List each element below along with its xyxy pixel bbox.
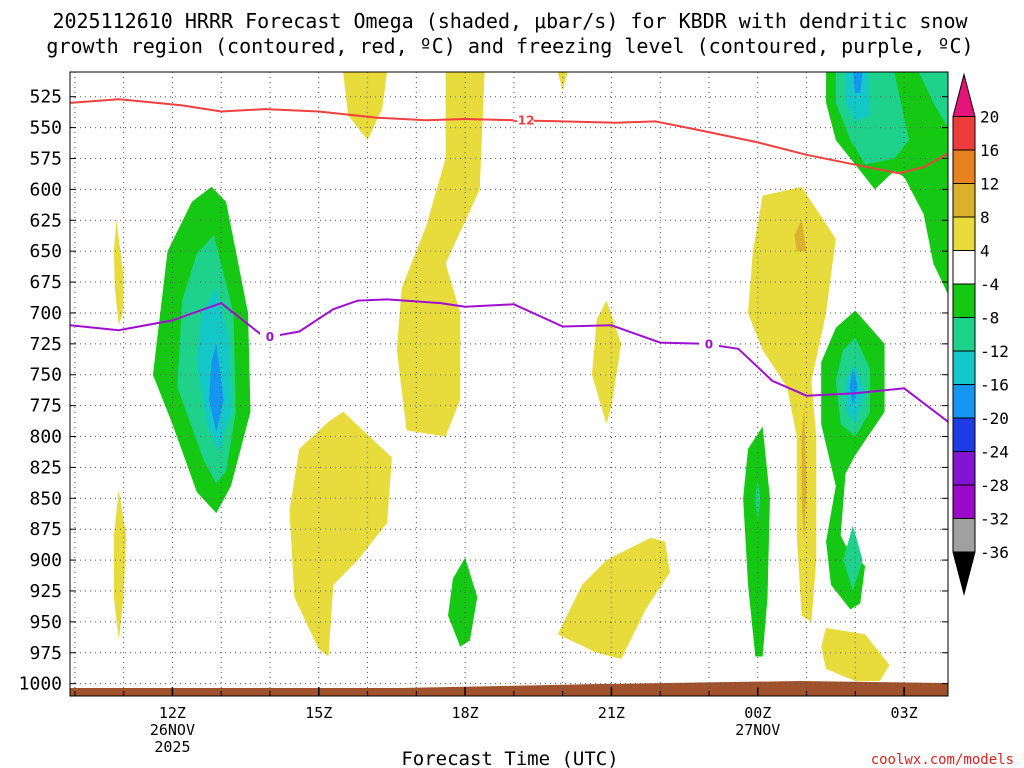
x-tick-label: 18Z <box>452 704 479 722</box>
colorbar-bin <box>952 250 976 285</box>
y-tick-label: 625 <box>29 210 62 231</box>
omega-region-13 <box>748 186 836 622</box>
omega-region-7 <box>343 72 388 140</box>
freezing-level-label-bg <box>698 337 719 352</box>
contours: -12 0 0 <box>69 98 949 423</box>
y-tick-label: 675 <box>29 272 62 293</box>
omega-region-12 <box>557 537 670 659</box>
x-tick-label: 2025 <box>154 738 190 756</box>
dgz-contour-line <box>69 98 949 175</box>
colorbar-label: -24 <box>980 443 1009 462</box>
colorbar-label: -8 <box>980 309 999 328</box>
y-tick-label: 525 <box>29 87 62 108</box>
plot-frame <box>69 71 949 697</box>
colorbar-bin <box>952 317 976 352</box>
x-tick-label: 27NOV <box>735 721 780 739</box>
colorbar: 20 16 12 8 4 -4 -8 -12 -16 -20 -24 -28 -32 -36 <box>952 72 1009 596</box>
colorbar-label: -16 <box>980 376 1009 395</box>
y-tick-label: 775 <box>29 396 62 417</box>
omega-region-14 <box>794 220 807 252</box>
colorbar-label: -12 <box>980 342 1009 361</box>
colorbar-bin <box>952 484 976 519</box>
colorbar-label: -20 <box>980 409 1009 428</box>
y-tick-label: 1000 <box>19 674 62 695</box>
colorbar-bin <box>952 183 976 218</box>
colorbar-label: -32 <box>980 510 1009 529</box>
colorbar-label: 4 <box>980 242 990 261</box>
omega-region-21 <box>849 368 858 406</box>
colorbar-label: 8 <box>980 208 990 227</box>
omega-region-15 <box>801 405 807 542</box>
colorbar-label: 20 <box>980 108 999 127</box>
colorbar-bin <box>952 518 976 553</box>
credit-text: coolwx.com/models <box>871 752 1014 768</box>
x-tick-label: 12Z <box>159 704 186 722</box>
colorbar-label: 16 <box>980 141 999 160</box>
freezing-level-label: 0 <box>266 330 274 344</box>
ground-surface <box>70 681 948 696</box>
freezing-level-line <box>69 298 949 423</box>
dgz-contour-label: -12 <box>513 113 535 127</box>
y-tick-label: 575 <box>29 148 62 169</box>
omega-region-1 <box>113 489 127 641</box>
y-tick-label: 800 <box>29 427 62 448</box>
omega-region-6 <box>289 411 392 657</box>
colorbar-label: -4 <box>980 275 999 294</box>
grid <box>70 72 948 696</box>
y-tick-label: 550 <box>29 118 62 139</box>
x-tick-label: 00Z <box>744 704 771 722</box>
colorbar-under-triangle <box>952 551 976 596</box>
y-tick-label: 925 <box>29 581 62 602</box>
x-tick-label: 15Z <box>305 704 332 722</box>
colorbar-label: -36 <box>980 543 1009 562</box>
colorbar-bin <box>952 451 976 486</box>
omega-region-16 <box>743 426 770 657</box>
y-tick-label: 750 <box>29 365 62 386</box>
omega-region-10 <box>448 557 478 647</box>
chart-title-line-1: 2025112610 HRRR Forecast Omega (shaded, … <box>52 9 968 33</box>
omega-region-9 <box>557 72 568 91</box>
y-tick-label: 875 <box>29 519 62 540</box>
colorbar-bin <box>952 384 976 419</box>
x-tick-label: 03Z <box>891 704 918 722</box>
colorbar-bin <box>952 417 976 452</box>
y-tick-label: 950 <box>29 612 62 633</box>
y-tick-label: 900 <box>29 550 62 571</box>
omega-region-8 <box>396 72 485 437</box>
colorbar-over-triangle <box>952 72 976 117</box>
omega-region-28 <box>918 72 948 128</box>
colorbar-bin <box>952 216 976 251</box>
x-tick-label: 21Z <box>598 704 625 722</box>
colorbar-bin <box>952 149 976 184</box>
colorbar-label: 12 <box>980 175 999 194</box>
omega-region-0 <box>113 220 124 326</box>
omega-region-5 <box>209 343 224 433</box>
omega-region-26 <box>845 72 870 122</box>
y-tick-label: 725 <box>29 334 62 355</box>
y-axis: 525 550 575 600 625 650 675 700 725 750 775 800 825 8… <box>19 87 948 695</box>
freezing-level-label-bg <box>259 329 280 344</box>
y-tick-label: 600 <box>29 179 62 200</box>
y-tick-label: 650 <box>29 241 62 262</box>
chart-title-line-2: growth region (contoured, red, ºC) and f… <box>46 34 973 58</box>
omega-region-22 <box>843 525 863 591</box>
y-tick-label: 825 <box>29 457 62 478</box>
x-tick-label: 26NOV <box>150 721 195 739</box>
y-tick-label: 850 <box>29 488 62 509</box>
omega-region-17 <box>755 479 761 524</box>
omega-region-23 <box>821 628 890 682</box>
omega-shading <box>113 72 948 682</box>
omega-region-11 <box>591 300 622 425</box>
colorbar-bin <box>952 116 976 151</box>
dgz-contour-label-bg <box>513 113 534 128</box>
colorbar-bin <box>952 350 976 385</box>
freezing-level-label: 0 <box>705 338 713 352</box>
x-axis-label: Forecast Time (UTC) <box>401 748 618 768</box>
y-tick-label: 700 <box>29 303 62 324</box>
y-tick-label: 975 <box>29 643 62 664</box>
colorbar-bin <box>952 283 976 318</box>
colorbar-label: -28 <box>980 476 1009 495</box>
